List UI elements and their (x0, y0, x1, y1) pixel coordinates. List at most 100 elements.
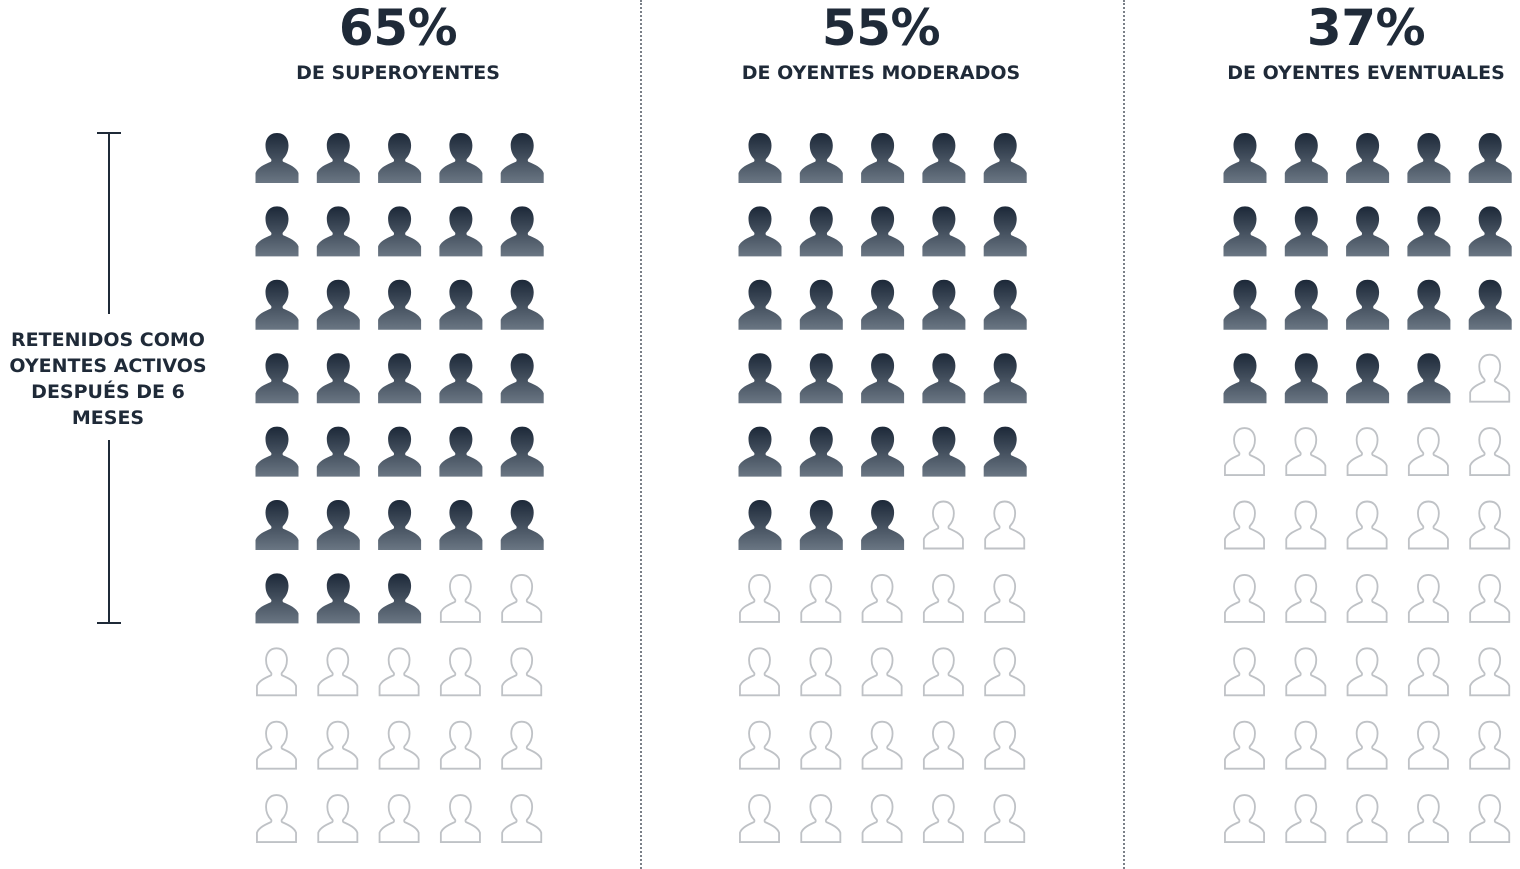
person-icon-empty (501, 573, 543, 623)
person-icon-filled (255, 206, 299, 257)
person-icon-empty (984, 500, 1026, 550)
person-icon-filled (378, 279, 422, 330)
person-icon-filled (316, 426, 360, 477)
person-icon-empty (1469, 500, 1511, 550)
person-icon-filled (255, 279, 299, 330)
person-icon-empty (1346, 720, 1388, 770)
person-icon-filled (1223, 206, 1267, 257)
person-icon-filled (1346, 206, 1390, 257)
person-icon-filled (1284, 353, 1328, 404)
person-icon-filled (861, 353, 905, 404)
person-icon-filled (500, 133, 544, 183)
person-icon-empty (1285, 794, 1327, 844)
person-icon-empty (501, 647, 543, 697)
person-icon-empty (922, 794, 964, 844)
person-icon-empty (861, 647, 903, 697)
person-icon-empty (1346, 427, 1388, 477)
person-icon-filled (983, 206, 1027, 257)
person-icon-filled (1346, 279, 1390, 330)
person-icon-filled (738, 133, 782, 183)
person-icon-empty (1224, 720, 1265, 770)
person-icon-empty (739, 573, 780, 623)
person-icon-filled (922, 206, 966, 257)
person-icon-filled (439, 500, 483, 550)
person-icon-filled (1407, 133, 1451, 183)
person-icon-empty (439, 794, 481, 844)
person-icon-empty (1224, 500, 1265, 550)
group-header-moderados: 55% DE OYENTES MODERADOS (681, 0, 1081, 85)
person-icon-filled (922, 279, 966, 330)
person-icon-empty (1469, 353, 1511, 403)
person-icon-filled (1223, 279, 1267, 330)
person-icon-empty (1224, 794, 1265, 844)
person-icon-filled (799, 426, 843, 477)
person-icon-empty (1346, 573, 1388, 623)
person-icon-filled (1223, 353, 1267, 404)
person-icon-empty (1346, 647, 1388, 697)
person-icon-empty (1469, 647, 1511, 697)
person-icon-filled (861, 133, 905, 183)
person-icon-empty (1224, 573, 1265, 623)
person-icon-filled (316, 279, 360, 330)
person-icon-empty (1346, 794, 1388, 844)
person-icon-filled (255, 573, 299, 624)
person-icon-filled (861, 426, 905, 477)
person-icon-empty (800, 647, 842, 697)
person-icon-empty (439, 720, 481, 770)
person-icon-empty (1285, 647, 1327, 697)
person-icon-filled (738, 500, 782, 550)
side-label: RETENIDOS COMO OYENTES ACTIVOS DESPUÉS D… (9, 329, 207, 429)
person-icon-filled (738, 279, 782, 330)
person-icon-empty (800, 720, 842, 770)
group-percent: 37% (1306, 0, 1426, 57)
person-icon-empty (439, 647, 481, 697)
person-icon-empty (501, 794, 543, 844)
person-icon-filled (983, 426, 1027, 477)
person-icon-empty (922, 647, 964, 697)
person-icon-filled (439, 279, 483, 330)
person-icon-filled (378, 573, 422, 624)
person-icon-filled (983, 279, 1027, 330)
person-icon-filled (439, 133, 483, 183)
person-icon-filled (738, 353, 782, 404)
person-icon-empty (256, 720, 297, 770)
person-icon-empty (317, 794, 359, 844)
group-label: DE SUPEROYENTES (296, 62, 500, 84)
person-icon-filled (1468, 206, 1512, 257)
person-icon-filled (799, 353, 843, 404)
person-icon-empty (1346, 500, 1388, 550)
person-icon-filled (1468, 279, 1512, 330)
person-icon-empty (256, 647, 297, 697)
person-icon-empty (1285, 427, 1327, 477)
person-icon-filled (316, 573, 360, 624)
person-icon-empty (984, 720, 1026, 770)
person-icon-filled (1468, 133, 1512, 183)
person-icon-filled (799, 279, 843, 330)
person-icon-filled (799, 133, 843, 183)
person-icon-empty (1285, 573, 1327, 623)
person-icon-empty (378, 720, 420, 770)
person-icon-empty (984, 573, 1026, 623)
person-icon-filled (1407, 279, 1451, 330)
retention-bracket (97, 132, 121, 624)
person-icon-empty (800, 573, 842, 623)
person-icon-filled (1346, 133, 1390, 183)
person-icon-filled (316, 133, 360, 183)
person-icon-filled (500, 500, 544, 550)
person-icon-filled (439, 426, 483, 477)
column-divider (640, 0, 642, 869)
person-icon-empty (739, 720, 780, 770)
group-percent: 65% (338, 0, 458, 57)
person-icon-empty (501, 720, 543, 770)
person-icon-filled (500, 279, 544, 330)
person-icon-empty (1469, 427, 1511, 477)
person-icon-empty (922, 720, 964, 770)
person-icon-empty (984, 794, 1026, 844)
person-icon-empty (1407, 500, 1449, 550)
person-icon-filled (983, 133, 1027, 183)
person-icon-filled (500, 353, 544, 404)
group-header-eventuales: 37% DE OYENTES EVENTUALES (1166, 0, 1520, 85)
person-icon-filled (861, 500, 905, 550)
person-icon-filled (861, 279, 905, 330)
person-icon-empty (1285, 500, 1327, 550)
